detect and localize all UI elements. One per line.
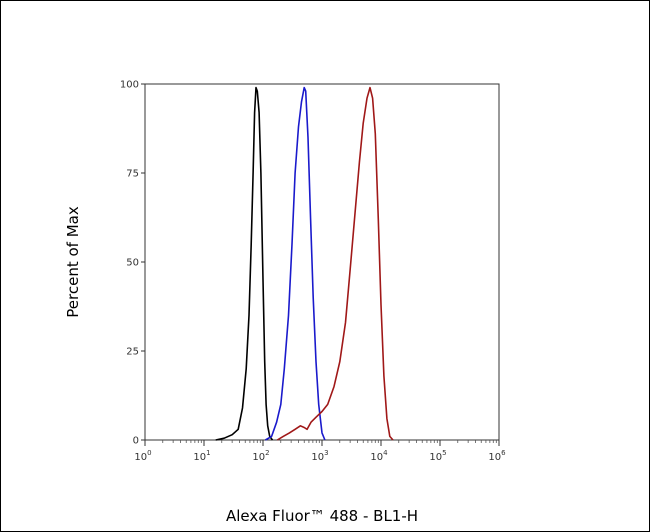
y-tick-label: 50 <box>126 258 139 269</box>
x-tick-label: 106 <box>488 449 506 463</box>
y-tick-label: 100 <box>120 80 139 91</box>
x-tick-label: 104 <box>370 449 388 463</box>
plot-area <box>144 83 500 441</box>
x-tick-label: 101 <box>193 449 210 463</box>
y-tick-label: 75 <box>126 169 139 180</box>
series-layer <box>215 86 394 441</box>
y-axis-title: Percent of Max <box>64 206 82 318</box>
x-tick-label: 100 <box>134 449 151 463</box>
y-axis: 0 25 50 75 100 <box>120 80 145 447</box>
y-tick-label: 0 <box>133 436 139 447</box>
y-tick-label: 25 <box>126 347 139 358</box>
x-axis-title: Alexa Fluor™ 488 - BL1-H <box>226 507 418 525</box>
x-axis: 100 101 102 103 104 105 106 <box>134 440 506 463</box>
series-line-2 <box>264 86 326 441</box>
x-tick-label: 105 <box>429 449 446 463</box>
x-tick-label: 103 <box>311 449 328 463</box>
series-line-3 <box>276 86 394 441</box>
x-tick-label: 102 <box>252 449 269 463</box>
series-line-1 <box>215 86 274 441</box>
